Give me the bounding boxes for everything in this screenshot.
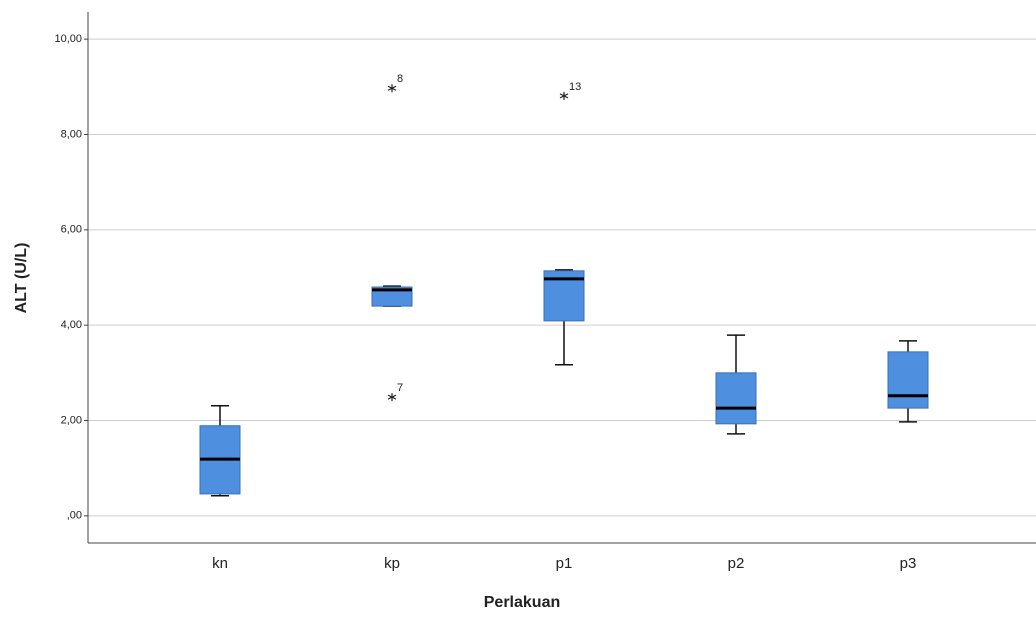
outlier-stroke <box>387 394 397 400</box>
outlier-label: 7 <box>397 382 403 394</box>
x-tick-label: p1 <box>556 555 573 572</box>
y-tick-label: 8,00 <box>61 128 82 140</box>
outlier-label: 13 <box>569 81 581 93</box>
x-tick-label: p2 <box>728 555 745 572</box>
y-tick-label: 4,00 <box>61 319 82 331</box>
outlier <box>387 84 397 93</box>
x-tick-label: p3 <box>900 555 917 572</box>
outlier-stroke <box>387 85 397 91</box>
y-tick-label: 2,00 <box>61 414 82 426</box>
y-tick-label: ,00 <box>67 510 82 522</box>
x-tick-label: kn <box>212 555 228 572</box>
x-tick-label: kp <box>384 555 400 572</box>
box <box>715 372 757 425</box>
box <box>887 351 929 409</box>
outlier <box>387 393 397 402</box>
x-axis-label: Perlakuan <box>484 594 560 611</box>
outlier-stroke <box>559 93 569 99</box>
outlier <box>559 91 569 100</box>
box <box>371 286 413 307</box>
y-tick-label: 6,00 <box>61 224 82 236</box>
y-axis-label: ALT (U/L) <box>13 243 30 314</box>
y-tick-label: 10,00 <box>54 33 82 45</box>
outlier-label: 8 <box>397 73 403 85</box>
